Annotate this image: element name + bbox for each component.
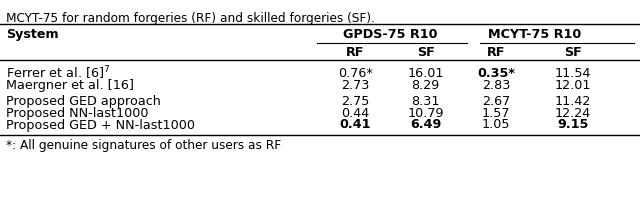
Text: Proposed NN-last1000: Proposed NN-last1000 xyxy=(6,107,149,120)
Text: 0.76*: 0.76* xyxy=(338,67,372,80)
Text: 6.49: 6.49 xyxy=(410,119,442,132)
Text: 2.75: 2.75 xyxy=(341,95,369,108)
Text: MCYT-75 R10: MCYT-75 R10 xyxy=(488,28,581,41)
Text: *: All genuine signatures of other users as RF: *: All genuine signatures of other users… xyxy=(6,138,282,151)
Text: SF: SF xyxy=(417,46,435,59)
Text: 2.73: 2.73 xyxy=(341,78,369,91)
Text: 16.01: 16.01 xyxy=(407,67,444,80)
Text: 1.57: 1.57 xyxy=(482,107,510,120)
Text: 1.05: 1.05 xyxy=(482,119,510,132)
Text: 2.67: 2.67 xyxy=(482,95,510,108)
Text: RF: RF xyxy=(346,46,364,59)
Text: SF: SF xyxy=(564,46,582,59)
Text: 12.01: 12.01 xyxy=(554,78,591,91)
Text: 8.29: 8.29 xyxy=(412,78,440,91)
Text: Proposed GED + NN-last1000: Proposed GED + NN-last1000 xyxy=(6,119,195,132)
Text: Proposed GED approach: Proposed GED approach xyxy=(6,95,161,108)
Text: 11.54: 11.54 xyxy=(554,67,591,80)
Text: 0.44: 0.44 xyxy=(341,107,369,120)
Text: 8.31: 8.31 xyxy=(412,95,440,108)
Text: 0.35*: 0.35* xyxy=(477,67,515,80)
Text: System: System xyxy=(6,28,59,41)
Text: 10.79: 10.79 xyxy=(407,107,444,120)
Text: 2.83: 2.83 xyxy=(482,78,510,91)
Text: MCYT-75 for random forgeries (RF) and skilled forgeries (SF).: MCYT-75 for random forgeries (RF) and sk… xyxy=(6,12,375,25)
Text: GPDS-75 R10: GPDS-75 R10 xyxy=(343,28,438,41)
Text: RF: RF xyxy=(487,46,505,59)
Text: 12.24: 12.24 xyxy=(555,107,591,120)
Text: 0.41: 0.41 xyxy=(339,119,371,132)
Text: Maergner et al. [16]: Maergner et al. [16] xyxy=(6,78,134,91)
Text: 9.15: 9.15 xyxy=(557,119,589,132)
Text: Ferrer et al. [6]$^7$: Ferrer et al. [6]$^7$ xyxy=(6,64,111,82)
Text: 11.42: 11.42 xyxy=(555,95,591,108)
